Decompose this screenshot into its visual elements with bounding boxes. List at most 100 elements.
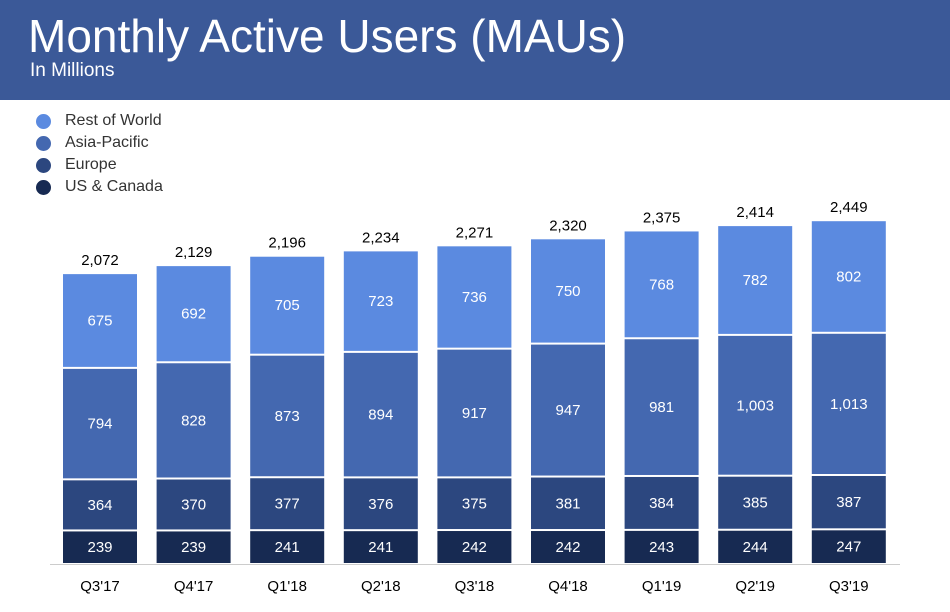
legend-item: Rest of World	[36, 110, 163, 132]
legend-swatch	[36, 113, 51, 129]
segment-value-label: 981	[649, 399, 674, 416]
segment-value-label: 947	[555, 402, 580, 419]
chart-legend: Rest of World Asia-Pacific Europe US & Cana…	[36, 110, 163, 198]
bar-segment	[624, 476, 699, 529]
segment-value-label: 242	[555, 539, 580, 556]
bar-segment	[343, 531, 418, 563]
segment-value-label: 894	[368, 407, 393, 424]
segment-value-label: 782	[743, 272, 768, 289]
x-tick-label: Q1'19	[642, 578, 682, 595]
segment-value-label: 241	[368, 539, 393, 556]
bar-segment	[718, 226, 793, 334]
segment-value-label: 247	[836, 539, 861, 556]
bar-segment	[718, 476, 793, 529]
bar-segment	[343, 251, 418, 351]
bar-segment	[250, 355, 325, 477]
bar-segment	[531, 477, 605, 530]
legend-label: US & Canada	[65, 178, 163, 195]
bar-segment	[718, 335, 793, 475]
total-value-label: 2,129	[175, 244, 213, 261]
bar-segment	[156, 266, 231, 362]
segment-value-label: 370	[181, 496, 206, 513]
segment-value-label: 375	[462, 496, 487, 513]
legend-label: Asia-Pacific	[65, 134, 149, 151]
bar-segment	[63, 480, 137, 530]
segment-value-label: 873	[275, 408, 300, 425]
bar-segment	[437, 478, 512, 530]
total-value-label: 2,196	[268, 235, 306, 252]
segment-value-label: 1,003	[736, 397, 774, 414]
legend-item: Asia-Pacific	[36, 132, 163, 154]
segment-value-label: 384	[649, 495, 674, 512]
segment-value-label: 239	[87, 539, 112, 556]
page-subtitle: In Millions	[30, 60, 115, 81]
legend-label: Rest of World	[65, 112, 162, 129]
segment-value-label: 242	[462, 539, 487, 556]
segment-value-label: 768	[649, 276, 674, 293]
segment-value-label: 692	[181, 306, 206, 323]
bar-segment	[250, 256, 325, 354]
segment-value-label: 364	[87, 497, 112, 514]
total-value-label: 2,320	[549, 217, 587, 234]
legend-swatch	[36, 135, 51, 151]
bar-segment	[811, 333, 886, 474]
bar-segment	[156, 531, 231, 563]
total-value-label: 2,375	[643, 209, 681, 226]
segment-value-label: 750	[555, 283, 580, 300]
bar-segment	[343, 352, 418, 477]
bar-segment	[811, 221, 886, 332]
x-tick-label: Q3'19	[829, 578, 869, 595]
segment-value-label: 243	[649, 539, 674, 556]
segment-value-label: 794	[87, 416, 112, 433]
segment-value-label: 675	[87, 313, 112, 330]
segment-value-label: 381	[555, 495, 580, 512]
bar-segment	[63, 368, 137, 479]
x-tick-label: Q3'18	[455, 578, 495, 595]
legend-label: Europe	[65, 156, 117, 173]
x-tick-label: Q2'19	[735, 578, 775, 595]
x-tick-label: Q2'18	[361, 578, 401, 595]
segment-value-label: 387	[836, 494, 861, 511]
bar-segment	[156, 363, 231, 478]
bar-segment	[624, 339, 699, 475]
segment-value-label: 377	[275, 496, 300, 513]
page-title: Monthly Active Users (MAUs)	[28, 10, 627, 62]
legend-swatch	[36, 157, 51, 173]
bar-segment	[624, 530, 699, 563]
bar-segment	[156, 479, 231, 530]
segment-value-label: 376	[368, 496, 393, 513]
segment-value-label: 828	[181, 412, 206, 429]
segment-value-label: 802	[836, 268, 861, 285]
bar-segment	[437, 246, 512, 348]
bar-segment	[531, 239, 605, 343]
total-value-label: 2,271	[456, 224, 494, 241]
bar-segment	[250, 531, 325, 563]
total-value-label: 2,234	[362, 229, 400, 246]
bar-segment	[531, 344, 605, 476]
segment-value-label: 1,013	[830, 396, 868, 413]
bar-segment	[63, 531, 137, 563]
x-tick-label: Q1'18	[267, 578, 307, 595]
legend-swatch	[36, 179, 51, 195]
legend-item: US & Canada	[36, 176, 163, 198]
bar-segment	[811, 530, 886, 563]
segment-value-label: 917	[462, 405, 487, 422]
bar-segment	[343, 478, 418, 530]
x-tick-label: Q3'17	[80, 578, 120, 595]
x-tick-label: Q4'17	[174, 578, 214, 595]
bar-segment	[531, 531, 605, 563]
header-banner: Monthly Active Users (MAUs) In Millions	[0, 0, 950, 100]
segment-value-label: 244	[743, 539, 768, 556]
x-tick-label: Q4'18	[548, 578, 588, 595]
bar-segment	[63, 274, 137, 367]
segment-value-label: 385	[743, 495, 768, 512]
segment-value-label: 736	[462, 289, 487, 306]
bar-segment	[811, 475, 886, 529]
segment-value-label: 241	[275, 539, 300, 556]
total-value-label: 2,449	[830, 199, 868, 216]
total-value-label: 2,414	[736, 204, 774, 221]
segment-value-label: 723	[368, 293, 393, 310]
bar-segment	[437, 349, 512, 477]
legend-item: Europe	[36, 154, 163, 176]
